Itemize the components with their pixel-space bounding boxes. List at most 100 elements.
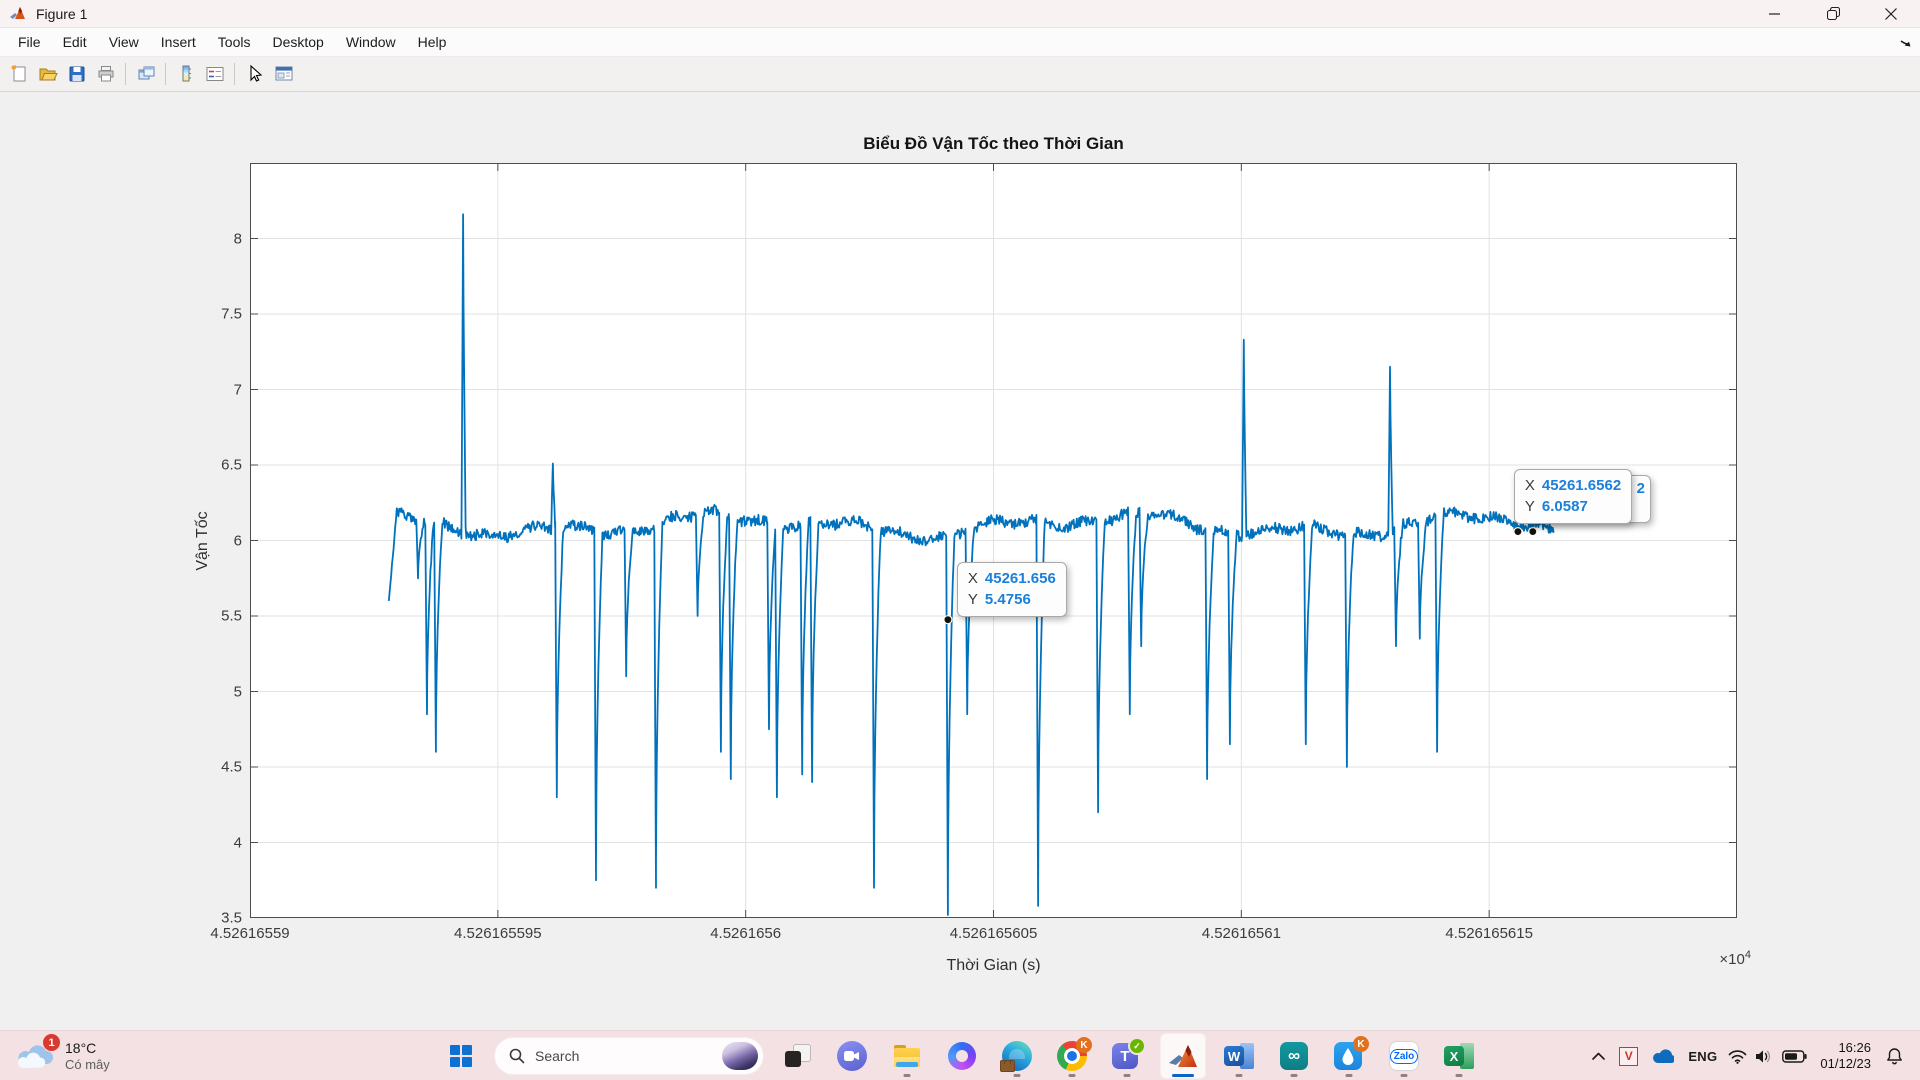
datatip-2[interactable]: X 45261.6562 Y 6.0587 xyxy=(1513,468,1633,524)
menubar: File Edit View Insert Tools Desktop Wind… xyxy=(0,28,1920,57)
k-drive-button[interactable]: K xyxy=(1327,1034,1371,1078)
clock[interactable]: 16:26 01/12/23 xyxy=(1812,1036,1879,1076)
insert-legend-icon[interactable] xyxy=(200,60,229,89)
volume-icon[interactable] xyxy=(1751,1036,1777,1076)
datatip-x-label: X xyxy=(1524,476,1535,494)
cloud-weather-icon: 1 xyxy=(16,1034,60,1073)
duplicate-figure-icon[interactable] xyxy=(131,60,160,89)
figure-titlebar: Figure 1 xyxy=(0,0,1920,28)
window-title: Figure 1 xyxy=(36,5,88,22)
bing-daily-image[interactable] xyxy=(722,1042,758,1070)
teams-status-badge: ✓ xyxy=(1128,1037,1146,1055)
word-button[interactable]: W xyxy=(1217,1034,1261,1078)
running-indicator xyxy=(1290,1074,1298,1077)
k-drive-badge: K xyxy=(1353,1036,1369,1052)
y-tick-label: 3.5 xyxy=(221,909,242,927)
matlab-button[interactable] xyxy=(1160,1033,1206,1079)
zalo-icon: Zalo xyxy=(1389,1041,1419,1071)
notification-bell-icon[interactable] xyxy=(1879,1036,1910,1076)
file-explorer-button[interactable] xyxy=(885,1034,929,1078)
chart-title: Biểu Đồ Vận Tốc theo Thời Gian xyxy=(863,134,1124,153)
dock-figure-icon[interactable] xyxy=(269,60,298,89)
new-figure-icon[interactable] xyxy=(4,60,33,89)
word-icon: W xyxy=(1224,1041,1254,1071)
y-tick-label: 7 xyxy=(233,381,242,398)
chrome-profile-badge: K xyxy=(1076,1037,1092,1053)
minimize-button[interactable] xyxy=(1746,0,1804,27)
onedrive-icon[interactable] xyxy=(1645,1036,1681,1076)
tray-chevron-button[interactable] xyxy=(1585,1036,1612,1076)
microsoft-365-button[interactable] xyxy=(940,1034,984,1078)
menu-edit[interactable]: Edit xyxy=(62,34,87,50)
weather-condition: Có mây xyxy=(65,1056,110,1072)
x-axis-multiplier: ×104 xyxy=(1719,949,1751,968)
menu-file[interactable]: File xyxy=(18,34,41,50)
datatip-marker[interactable] xyxy=(1528,527,1538,537)
datatip-marker[interactable] xyxy=(1513,527,1523,537)
chrome-button[interactable]: K xyxy=(1050,1034,1094,1078)
y-tick-label: 7.5 xyxy=(221,305,242,323)
start-button[interactable] xyxy=(439,1034,483,1078)
datatip-marker[interactable] xyxy=(943,615,953,625)
close-button[interactable] xyxy=(1862,0,1920,27)
menu-tools[interactable]: Tools xyxy=(217,34,251,50)
x-tick-label: 4.526165595 xyxy=(454,925,542,942)
open-file-icon[interactable] xyxy=(33,60,62,89)
language-label: ENG xyxy=(1688,1048,1718,1064)
y-tick-label: 6 xyxy=(233,532,242,549)
running-indicator xyxy=(903,1074,911,1077)
x-tick-label: 4.5261656 xyxy=(710,925,782,942)
datatip-back-value: 2 xyxy=(1636,479,1645,497)
wifi-icon[interactable] xyxy=(1724,1036,1751,1076)
datatip-x-value: 45261.656 xyxy=(984,569,1056,587)
chat-button[interactable] xyxy=(830,1034,874,1078)
windows-logo-icon xyxy=(450,1045,472,1067)
plot-area xyxy=(250,163,1737,918)
search-box[interactable]: Search xyxy=(494,1037,764,1075)
window-controls xyxy=(1746,0,1920,27)
running-indicator xyxy=(1235,1074,1243,1077)
menu-insert[interactable]: Insert xyxy=(160,34,196,50)
figure-toolbar xyxy=(0,57,1920,92)
battery-icon[interactable] xyxy=(1777,1036,1812,1076)
excel-button[interactable]: X xyxy=(1437,1034,1481,1078)
zalo-label: Zalo xyxy=(1389,1048,1419,1064)
datatip-x-label: X xyxy=(967,569,978,587)
weather-temperature: 18°C xyxy=(65,1039,97,1056)
running-indicator xyxy=(1455,1074,1463,1077)
menu-window[interactable]: Window xyxy=(345,34,396,50)
y-tick-label: 4 xyxy=(233,834,242,851)
chat-icon xyxy=(837,1041,867,1071)
toolbar-separator xyxy=(165,63,166,85)
figure-canvas: Biểu Đồ Vận Tốc theo Thời Gian Vận Tốc T… xyxy=(0,92,1920,1030)
arduino-button[interactable]: ∞ xyxy=(1272,1034,1316,1078)
taskbar: 1 18°C Có mây Search xyxy=(0,1030,1920,1080)
chrome-icon: K xyxy=(1057,1037,1092,1071)
zalo-button[interactable]: Zalo xyxy=(1382,1034,1426,1078)
edge-button[interactable] xyxy=(995,1034,1039,1078)
teams-button[interactable]: T ✓ xyxy=(1105,1034,1149,1078)
axes-area: Biểu Đồ Vận Tốc theo Thời Gian Vận Tốc T… xyxy=(194,134,1751,974)
restore-button[interactable] xyxy=(1804,0,1862,27)
unikey-icon[interactable]: V xyxy=(1612,1036,1645,1076)
datatip-y-label: Y xyxy=(1524,497,1535,515)
matlab-icon xyxy=(1169,1044,1197,1067)
running-indicator xyxy=(1068,1074,1076,1077)
print-figure-icon[interactable] xyxy=(91,60,120,89)
language-indicator[interactable]: ENG xyxy=(1681,1036,1724,1076)
menu-desktop[interactable]: Desktop xyxy=(272,34,324,50)
datatip-1[interactable]: X 45261.656 Y 5.4756 xyxy=(956,561,1067,617)
insert-colorbar-icon[interactable] xyxy=(171,60,200,89)
weather-widget[interactable]: 1 18°C Có mây xyxy=(6,1031,120,1080)
teams-icon: T ✓ xyxy=(1112,1037,1146,1071)
y-tick-label: 5.5 xyxy=(221,607,242,625)
menu-help[interactable]: Help xyxy=(417,34,447,50)
search-placeholder: Search xyxy=(535,1048,580,1064)
menubar-overflow-arrow-icon[interactable] xyxy=(1898,35,1912,54)
task-view-button[interactable] xyxy=(775,1034,819,1078)
save-figure-icon[interactable] xyxy=(62,60,91,89)
datatip-y-label: Y xyxy=(967,590,978,608)
task-view-icon xyxy=(783,1042,811,1070)
menu-view[interactable]: View xyxy=(108,34,139,50)
edit-plot-icon[interactable] xyxy=(240,60,269,89)
